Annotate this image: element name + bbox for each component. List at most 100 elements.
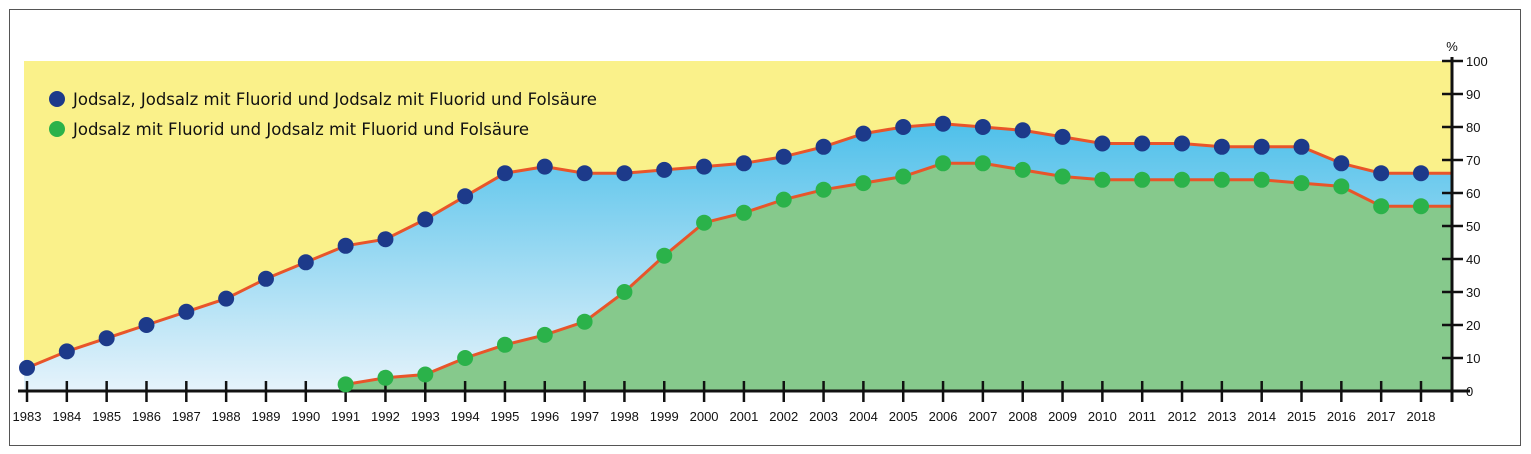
x-tick-label: 2011 [1128, 409, 1156, 424]
data-point [1413, 165, 1429, 182]
x-tick-label: 2017 [1367, 409, 1396, 424]
y-tick-label: 40 [1466, 252, 1480, 267]
y-tick-label: 20 [1466, 318, 1480, 333]
x-tick-label: 1992 [371, 409, 400, 424]
x-tick-label: 1990 [291, 409, 320, 424]
data-point [536, 158, 553, 175]
y-tick-label: 10 [1466, 351, 1480, 366]
data-point [1134, 171, 1151, 188]
data-point [417, 366, 434, 383]
x-tick-label: 1984 [52, 409, 81, 424]
y-tick-label: 70 [1466, 153, 1480, 168]
y-tick-label: 100 [1466, 54, 1488, 69]
x-tick-label: 1986 [132, 409, 161, 424]
x-tick-label: 1988 [212, 409, 241, 424]
data-point [815, 181, 832, 198]
x-tick-label: 2016 [1327, 409, 1356, 424]
data-point [935, 155, 952, 172]
x-tick-label: 1996 [530, 409, 559, 424]
x-tick-label: 2006 [929, 409, 958, 424]
x-tick-label: 2002 [769, 409, 798, 424]
x-tick-label: 1987 [172, 409, 201, 424]
data-point [1293, 138, 1310, 155]
data-point [1174, 171, 1191, 188]
data-point [696, 158, 713, 175]
data-point [1253, 171, 1270, 188]
x-tick-label: 1997 [570, 409, 599, 424]
data-point [457, 188, 474, 205]
x-tick-label: 2013 [1207, 409, 1236, 424]
data-point [1054, 128, 1071, 145]
data-point [178, 303, 195, 320]
y-tick-label: 0 [1466, 384, 1473, 399]
data-point [58, 343, 75, 360]
data-point [218, 290, 235, 307]
data-point [1373, 165, 1390, 182]
data-point [496, 336, 513, 353]
y-tick-label: 30 [1466, 285, 1480, 300]
data-point [337, 376, 354, 393]
x-tick-label: 2009 [1048, 409, 1077, 424]
legend-marker-1 [49, 91, 65, 107]
legend-label-2: Jodsalz mit Fluorid und Jodsalz mit Fluo… [72, 120, 529, 139]
x-tick-label: 1995 [490, 409, 519, 424]
data-point [377, 231, 394, 248]
data-point [19, 359, 35, 376]
x-tick-label: 2004 [849, 409, 878, 424]
data-point [457, 350, 474, 366]
data-point [98, 330, 115, 347]
data-point [855, 125, 872, 142]
x-tick-label: 2001 [729, 409, 758, 424]
y-tick-label: 60 [1466, 186, 1480, 201]
data-point [1213, 171, 1230, 188]
data-point [576, 165, 593, 182]
x-tick-label: 1993 [411, 409, 440, 424]
data-point [1054, 168, 1071, 185]
data-point [576, 313, 593, 330]
data-point [337, 237, 354, 254]
x-tick-label: 1989 [252, 409, 281, 424]
legend-label-1: Jodsalz, Jodsalz mit Fluorid und Jodsalz… [72, 90, 597, 109]
data-point [1174, 135, 1191, 152]
data-point [1094, 135, 1111, 152]
data-point [1014, 161, 1031, 178]
data-point [656, 161, 673, 178]
data-point [656, 247, 673, 264]
data-point [775, 148, 792, 165]
x-tick-label: 1999 [650, 409, 679, 424]
y-axis-unit-label: % [1446, 39, 1458, 54]
x-tick-label: 2000 [690, 409, 719, 424]
data-point [1253, 138, 1270, 155]
data-point [815, 138, 832, 155]
x-tick-label: 1991 [331, 409, 360, 424]
data-point [895, 119, 912, 135]
data-point [1373, 198, 1390, 215]
data-point [536, 326, 553, 343]
data-point [257, 270, 274, 287]
data-point [616, 165, 633, 182]
data-point [1014, 122, 1031, 139]
data-point [138, 317, 155, 333]
x-tick-label: 1994 [451, 409, 480, 424]
area-series-2 [345, 163, 1453, 391]
data-point [1213, 138, 1230, 155]
data-point [935, 115, 952, 132]
x-tick-label: 1983 [13, 409, 42, 424]
data-point [616, 284, 633, 300]
x-tick-label: 1985 [92, 409, 121, 424]
data-point [417, 211, 434, 228]
x-tick-label: 1998 [610, 409, 639, 424]
data-point [696, 214, 713, 231]
data-point [855, 175, 872, 192]
data-point [895, 168, 912, 185]
x-tick-label: 2008 [1008, 409, 1037, 424]
x-tick-label: 2007 [968, 409, 997, 424]
y-tick-label: 50 [1466, 219, 1480, 234]
data-point [1094, 171, 1111, 188]
data-point [297, 254, 314, 271]
x-tick-label: 2005 [889, 409, 918, 424]
x-tick-label: 2012 [1168, 409, 1197, 424]
data-point [377, 369, 394, 386]
x-tick-label: 2014 [1247, 409, 1276, 424]
